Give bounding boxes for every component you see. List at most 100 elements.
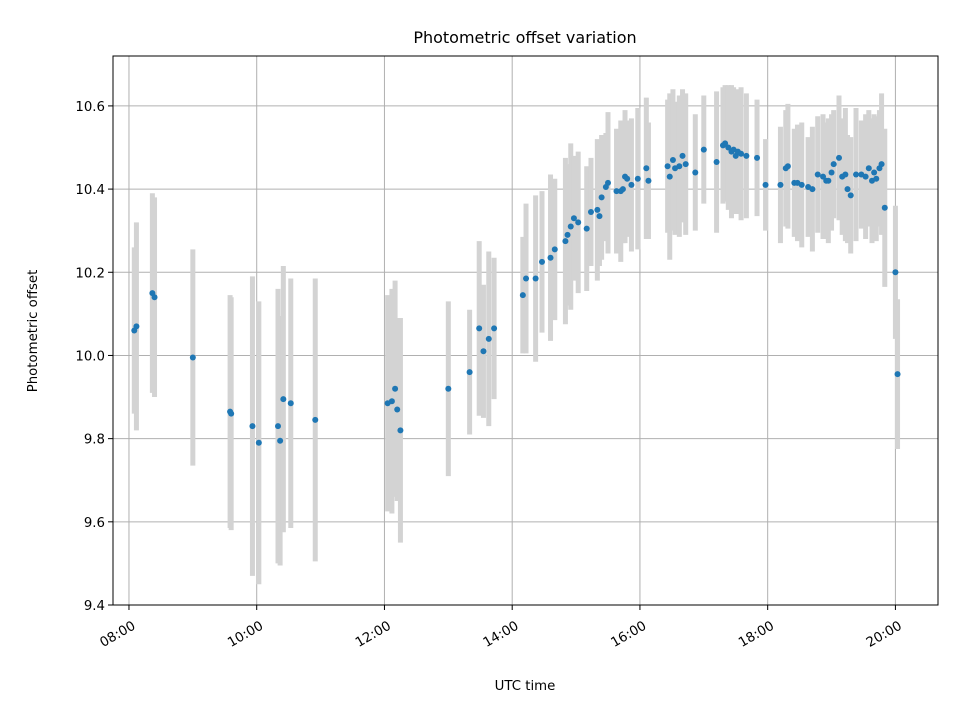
data-point [743,152,750,159]
x-tick-label: 18:00 [736,619,777,651]
data-point [312,416,319,423]
data-point [551,246,558,253]
data-point [275,423,281,430]
data-point [865,165,872,172]
data-point [189,354,196,361]
data-point [605,179,611,186]
data-point [277,437,284,444]
y-tick-label: 10.4 [75,183,105,198]
data-point [628,181,635,188]
data-point [485,335,492,342]
data-point [725,144,732,151]
y-tick-label: 9.8 [84,433,105,448]
data-point [679,152,686,159]
data-point [881,204,888,211]
data-point [594,206,601,213]
x-tick-label: 14:00 [481,619,522,651]
data-point [762,181,769,188]
data-point [280,396,287,403]
data-point [722,140,729,147]
data-point [700,146,707,153]
data-point [480,348,487,355]
y-tick-label: 10.6 [75,100,105,115]
data-point [825,177,832,184]
data-point [249,423,256,430]
x-axis-ticks: 08:00 10:00 12:00 14:00 16:00 18:00 20:00 [98,605,905,651]
data-point [523,275,530,282]
data-point [624,175,631,182]
y-tick-label: 9.6 [84,516,105,531]
error-bars [131,85,901,585]
data-point [583,225,590,232]
data-point [445,385,452,392]
data-point [491,325,498,332]
chart-title: Photometric offset variation [413,28,636,47]
x-tick-label: 12:00 [353,619,394,651]
data-point [598,194,605,201]
y-axis-ticks: 9.4 9.6 9.8 10.0 10.2 10.4 10.6 [75,100,113,614]
x-tick-label: 20:00 [864,619,905,651]
data-point [133,323,140,330]
x-tick-label: 08:00 [98,619,139,651]
data-point [151,294,158,301]
data-point [645,177,652,184]
data-point [567,223,574,230]
data-point [871,169,878,176]
data-point [676,163,683,170]
data-point [809,186,816,193]
data-point [539,258,545,265]
data-point [830,161,837,168]
data-point [842,171,849,178]
data-point [596,213,603,220]
data-point [619,186,626,193]
data-point [575,219,582,226]
data-point [777,181,784,188]
data-point [844,186,851,193]
data-point [836,154,842,161]
data-points [131,140,901,446]
data-point [754,154,761,161]
data-point [847,192,854,199]
data-point [828,169,835,176]
data-point [862,173,869,180]
data-point [394,406,401,413]
data-point [388,398,395,405]
data-point [564,231,571,238]
data-point [570,215,577,222]
data-point [713,159,720,166]
y-axis-label: Photometric offset [26,270,41,393]
data-point [664,163,671,170]
data-point [547,254,554,261]
data-point [587,208,594,215]
y-tick-label: 10.2 [75,266,105,281]
data-point [669,156,676,163]
data-point [878,161,885,168]
data-point [466,369,473,376]
x-tick-label: 10:00 [225,619,266,651]
data-point [814,171,821,178]
data-point [692,169,699,176]
x-tick-label: 16:00 [609,619,650,651]
plot-frame [112,55,939,606]
data-point [287,400,294,407]
data-point [784,163,791,170]
data-point [519,292,526,299]
data-point [562,238,569,245]
data-point [392,385,399,392]
data-point [613,188,620,195]
data-point [634,175,641,182]
x-axis-label: UTC time [495,679,556,694]
y-tick-label: 10.0 [75,349,105,364]
data-point [820,173,827,180]
data-point [476,325,483,332]
data-point [892,269,899,276]
data-point [798,181,805,188]
data-point [853,171,860,178]
data-point [643,165,650,172]
data-point [873,175,880,182]
y-tick-label: 9.4 [84,599,105,614]
data-point [682,161,689,168]
data-point [255,439,262,446]
data-point [738,150,745,157]
